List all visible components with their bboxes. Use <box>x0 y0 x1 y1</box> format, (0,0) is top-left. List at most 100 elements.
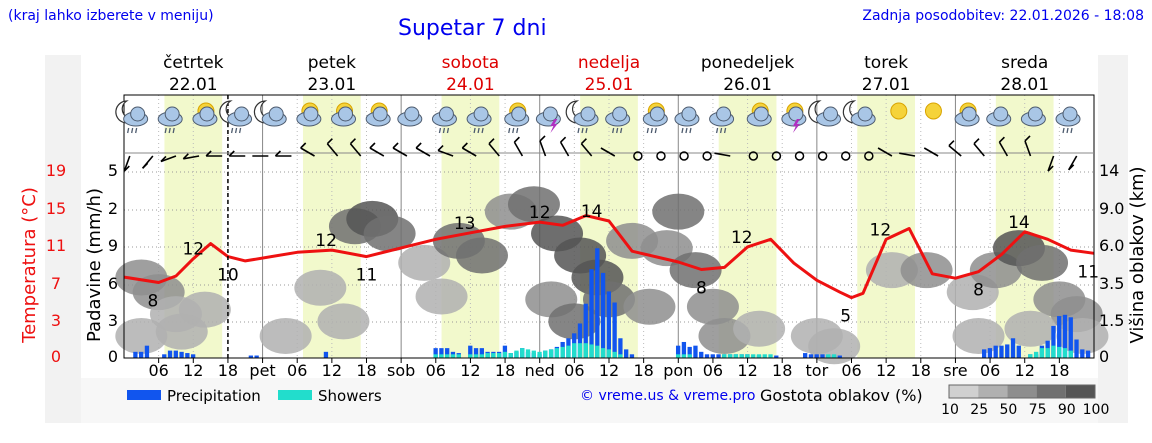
cloud-puff <box>199 106 215 122</box>
wind-barb-feather <box>488 138 495 145</box>
lightning-bolt <box>550 119 558 133</box>
day-date: 27.01 <box>862 75 911 95</box>
wind-barb-feather <box>437 144 444 152</box>
location-hint[interactable]: (kraj lahko izberete v meniju) <box>8 8 214 24</box>
shower-bar <box>826 354 831 358</box>
x-tick-label: 06 <box>703 361 723 380</box>
cloud-puff <box>1062 106 1078 122</box>
precipitation-bar <box>1074 339 1079 358</box>
precipitation-bar <box>190 354 196 358</box>
cloud-density-swatch <box>1036 385 1066 398</box>
cloud-puff <box>580 106 596 122</box>
precipitation-bar <box>618 338 623 358</box>
cloud-density-blob <box>669 252 722 289</box>
shower-bar <box>543 350 548 358</box>
sun-cloud-rain-icon <box>642 102 668 134</box>
x-tick-label: pet <box>249 361 275 380</box>
cloud-density-blob <box>952 318 1005 355</box>
shower-bar <box>537 351 542 358</box>
wind-barb-feather <box>369 142 376 149</box>
wind-barb-feather <box>1024 135 1031 142</box>
cloud-density-blob <box>652 193 705 230</box>
calm-wind-marker <box>656 151 666 161</box>
day-date: 26.01 <box>723 75 772 95</box>
wind-barb <box>539 140 547 157</box>
wind-barb-feather <box>274 150 282 157</box>
precipitation-bar <box>1062 314 1068 358</box>
wind-barb <box>369 147 385 157</box>
cloud-puff <box>823 106 839 122</box>
cloud-height-tick-label: 0 <box>1099 347 1109 366</box>
precipitation-bar <box>606 291 611 358</box>
temperature-tick-label: 15 <box>46 199 66 218</box>
temperature-label: 14 <box>1008 213 1030 233</box>
cloud-density-level-label: 10 <box>941 402 959 418</box>
credit-link[interactable]: © vreme.us & vreme.pro <box>580 388 756 404</box>
wind-barb-feather <box>205 150 212 157</box>
shower-bar <box>525 349 531 358</box>
precipitation-bar <box>323 351 329 358</box>
sun-cloud-icon <box>954 102 980 127</box>
cloud-puff <box>612 106 628 122</box>
cloud-density-legend-title: Gostota oblakov (%) <box>760 386 923 405</box>
temperature-line <box>123 214 1095 300</box>
cloud-puff <box>788 106 804 122</box>
precipitation-bar <box>433 348 438 358</box>
x-tick-label: 06 <box>980 361 1000 380</box>
shower-bar <box>606 349 611 358</box>
cloud-puff <box>993 106 1009 122</box>
precipitation-bar <box>629 354 635 358</box>
temperature-tick-label: 3 <box>51 311 61 330</box>
weather-icons <box>115 100 1081 134</box>
cloud-puff <box>473 106 489 122</box>
rain-drop <box>446 127 450 134</box>
cloud-puff <box>753 106 769 122</box>
cloud-density-level-label: 100 <box>1083 402 1110 418</box>
rain-drop <box>442 127 446 134</box>
shower-bar <box>554 348 560 358</box>
shower-bar <box>577 343 583 358</box>
wind-barb <box>326 143 339 157</box>
temperature-label: 11 <box>356 266 378 286</box>
precipitation-bar <box>144 345 150 358</box>
cloud-density-blob <box>415 278 468 315</box>
rain-drop <box>234 127 238 134</box>
shower-bar <box>739 354 744 358</box>
cloud-density-blob <box>623 288 676 325</box>
day-date: 25.01 <box>585 75 634 95</box>
rain-drop <box>650 127 653 134</box>
cloud-puff <box>303 106 319 122</box>
cloud-height-tick-label: 9.0 <box>1099 199 1124 218</box>
sun-cloud-icon <box>192 102 218 127</box>
temperature-label: 8 <box>147 291 158 311</box>
shower-bar <box>1057 346 1062 358</box>
wind-barb <box>923 147 939 157</box>
wind-barb <box>437 149 454 157</box>
cloud-density-blob <box>294 269 347 306</box>
rain-drop <box>168 127 171 134</box>
precipitation-bar <box>445 348 450 358</box>
cloud-height-axis-title: Višina oblakov (km) <box>1127 166 1148 343</box>
x-tick-label: 18 <box>356 361 376 380</box>
wind-barb-feather <box>948 140 955 147</box>
day-date: 23.01 <box>308 75 357 95</box>
precipitation-bar <box>473 348 479 358</box>
wind-barb-feather <box>326 138 333 145</box>
cloud-density-level-label: 50 <box>999 402 1017 418</box>
shower-bar <box>1068 350 1073 358</box>
precipitation-bar <box>248 355 254 358</box>
shower-bar <box>681 354 687 358</box>
precipitation-bar <box>577 323 583 358</box>
precipitation-bar <box>675 345 681 358</box>
wind-barb-feather <box>182 153 189 160</box>
wind-barb-feather <box>1047 165 1054 172</box>
wind-barb-feather <box>392 142 399 149</box>
precipitation-bar <box>133 351 138 358</box>
calm-wind-marker <box>679 151 689 161</box>
shower-bar <box>560 346 565 358</box>
x-tick-label: 12 <box>183 361 203 380</box>
calm-wind-marker <box>864 151 874 161</box>
wind-barb <box>513 141 524 157</box>
shower-bar <box>745 354 750 358</box>
rain-drop <box>646 127 649 134</box>
